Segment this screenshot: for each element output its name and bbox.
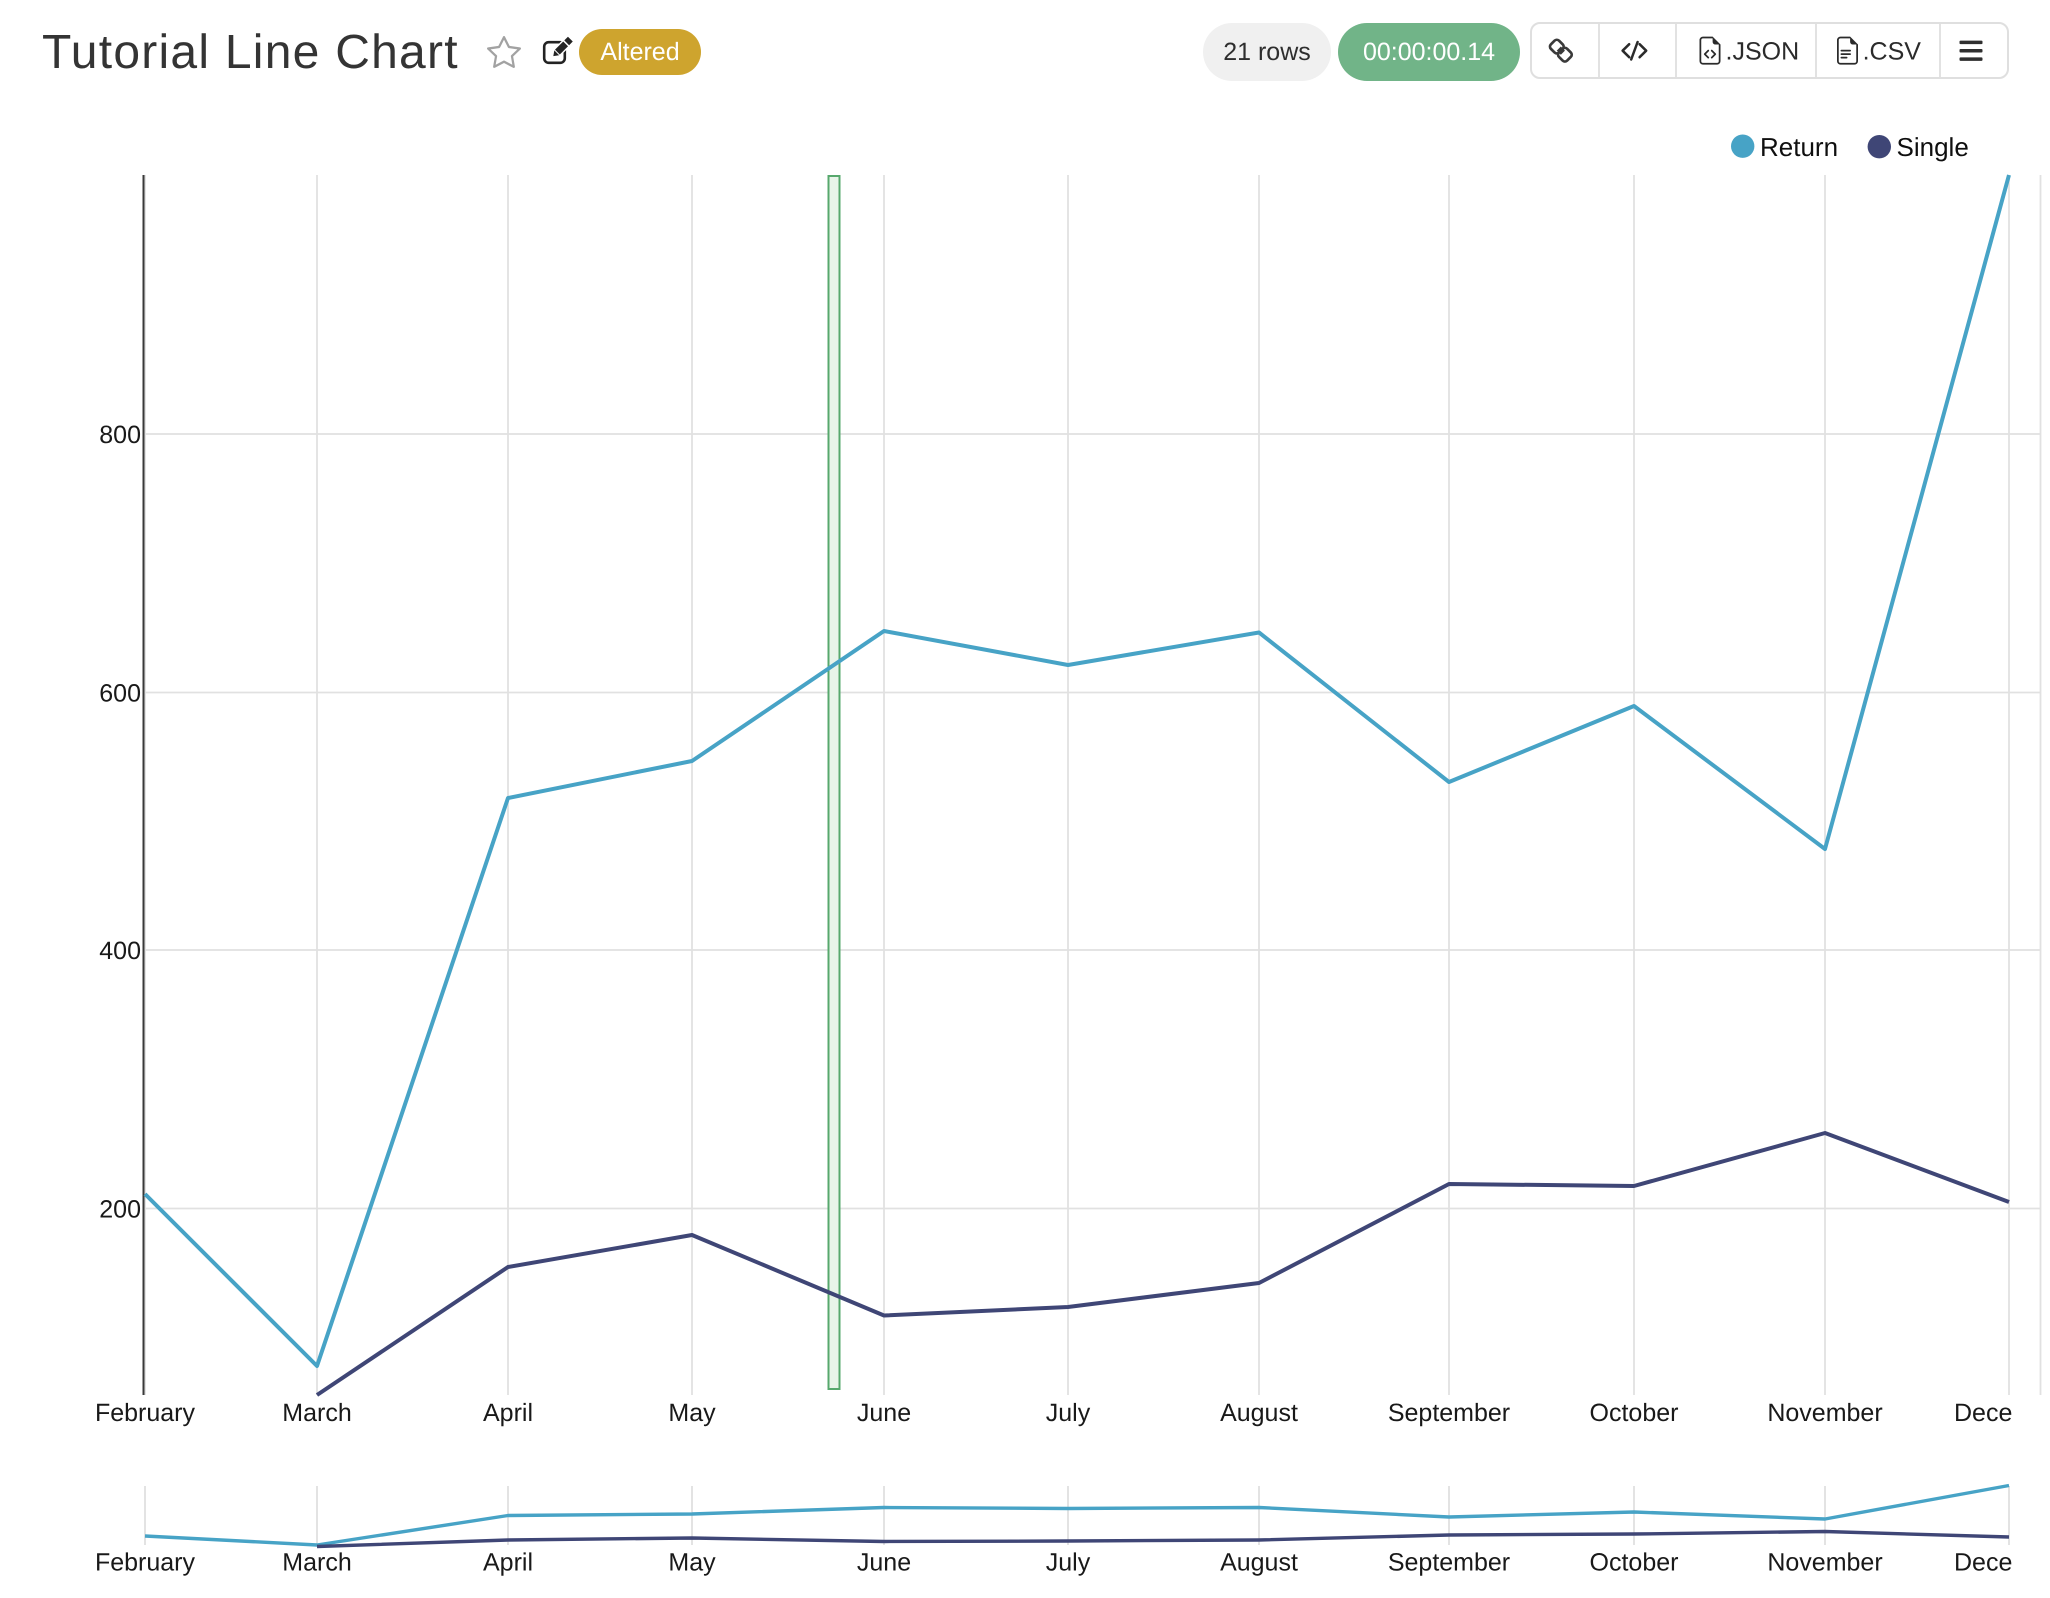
svg-text:November: November xyxy=(1767,1399,1882,1427)
svg-text:June: June xyxy=(857,1399,911,1427)
svg-text:March: March xyxy=(282,1549,351,1577)
svg-text:.CSV: .CSV xyxy=(1863,38,1922,66)
svg-text:Return: Return xyxy=(1760,132,1838,162)
svg-text:November: November xyxy=(1767,1549,1882,1577)
svg-text:400: 400 xyxy=(99,937,141,965)
svg-text:August: August xyxy=(1220,1399,1298,1427)
svg-text:August: August xyxy=(1220,1549,1298,1577)
svg-text:April: April xyxy=(483,1549,533,1577)
svg-text:July: July xyxy=(1046,1549,1091,1577)
svg-text:March: March xyxy=(282,1399,351,1427)
svg-text:July: July xyxy=(1046,1399,1091,1427)
svg-text:May: May xyxy=(668,1549,716,1577)
svg-text:200: 200 xyxy=(99,1196,141,1224)
svg-text:February: February xyxy=(95,1399,196,1427)
svg-text:October: October xyxy=(1590,1399,1679,1427)
svg-text:February: February xyxy=(95,1549,196,1577)
svg-text:Dece: Dece xyxy=(1954,1399,2012,1427)
svg-text:600: 600 xyxy=(99,680,141,708)
svg-text:September: September xyxy=(1388,1549,1510,1577)
svg-text:800: 800 xyxy=(99,421,141,449)
svg-text:September: September xyxy=(1388,1399,1510,1427)
svg-text:October: October xyxy=(1590,1549,1679,1577)
svg-text:April: April xyxy=(483,1399,533,1427)
svg-text:.JSON: .JSON xyxy=(1726,38,1800,66)
svg-text:June: June xyxy=(857,1549,911,1577)
svg-text:Single: Single xyxy=(1897,132,1969,162)
svg-text:Dece: Dece xyxy=(1954,1549,2012,1577)
svg-text:May: May xyxy=(668,1399,716,1427)
